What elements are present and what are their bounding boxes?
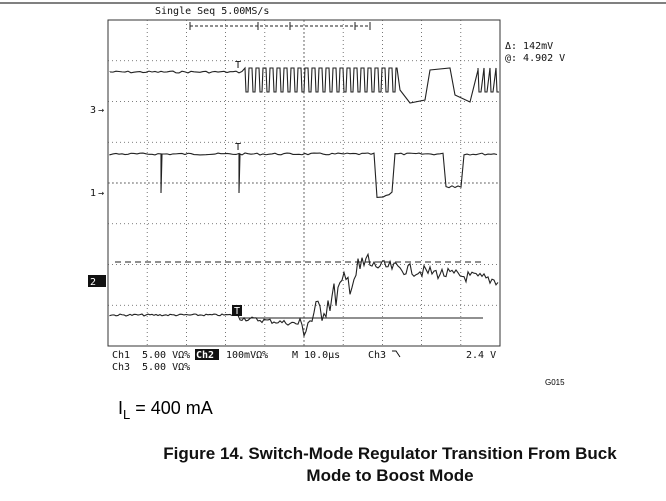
slope-icon (392, 351, 400, 357)
waveforms (110, 68, 499, 336)
channel-arrow: → (98, 188, 104, 199)
status: Ch3 (112, 362, 130, 373)
channel-marker: 2 (90, 277, 96, 288)
ch1-wave (110, 153, 497, 197)
channel-arrow: → (98, 105, 104, 116)
cursor-delta: Δ: 142mV (505, 41, 553, 52)
status: Ch2 (196, 350, 214, 361)
cursor-at: @: 4.902 V (505, 53, 565, 64)
ch2-wave (110, 254, 498, 336)
caption-line: Figure 14. Switch-Mode Regulator Transit… (163, 444, 617, 463)
status: 2.4 V (466, 350, 496, 361)
page: Single Seq 5.00MS/s Δ: 142mV @: 4.902 V … (0, 0, 666, 501)
channel-marker: 1 (90, 188, 96, 199)
caption-line: Mode to Boost Mode (306, 466, 473, 485)
status: 5.00 VΩ% (142, 350, 190, 361)
figure-id: G015 (545, 378, 565, 387)
trigger-mark: T (234, 306, 240, 317)
subscript: L (123, 407, 130, 422)
status: Ch1 (112, 350, 130, 361)
label-text: = 400 mA (130, 398, 213, 418)
status: 100mVΩ% (226, 350, 268, 361)
status: Ch3 (368, 350, 386, 361)
ch3-wave (110, 68, 499, 103)
current-label: IL = 400 mA (118, 398, 213, 422)
status: 5.00 VΩ% (142, 362, 190, 373)
status: M 10.0µs (292, 350, 340, 361)
trigger-mark: T (235, 60, 241, 71)
channel-marker: 3 (90, 105, 96, 116)
acquisition: Single Seq 5.00MS/s (155, 6, 269, 17)
trigger-mark: T (235, 142, 241, 153)
